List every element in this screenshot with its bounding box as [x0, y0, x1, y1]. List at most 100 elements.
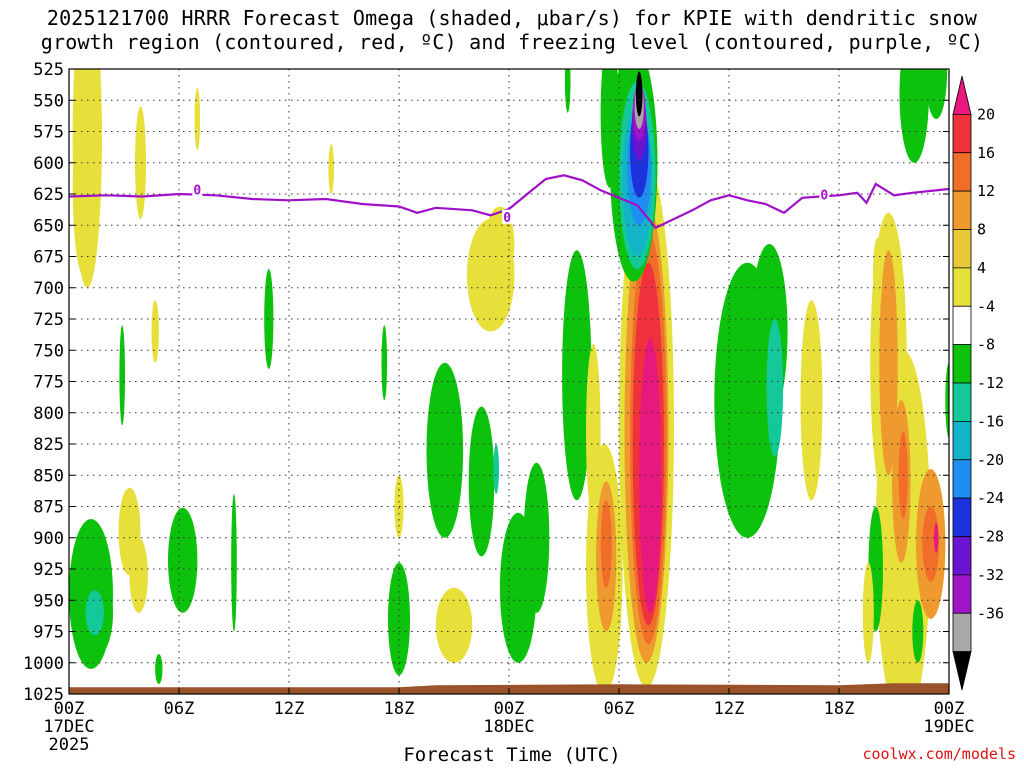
colorbar-label: -24: [977, 489, 1004, 507]
freezing-level-label: 0: [820, 188, 828, 203]
x-tick-year: 2025: [49, 735, 90, 755]
omega-blob: [135, 106, 146, 220]
omega-blob: [899, 69, 929, 163]
x-tick-label: 18Z: [384, 699, 415, 719]
x-tick-label: 00Z: [934, 699, 965, 719]
omega-blob: [934, 522, 939, 553]
colorbar-label: -36: [977, 604, 1004, 622]
x-tick-date: 18DEC: [483, 717, 534, 737]
x-tick-label: 00Z: [494, 699, 525, 719]
omega-blob: [879, 250, 898, 476]
chart-title-line1: 2025121700 HRRR Forecast Omega (shaded, …: [46, 6, 978, 30]
y-tick-label: 600: [33, 154, 64, 174]
omega-blob: [381, 325, 388, 401]
colorbar-swatch: [952, 344, 972, 384]
x-tick-label: 12Z: [714, 699, 745, 719]
omega-blob: [922, 506, 939, 582]
x-tick-label: 06Z: [604, 699, 635, 719]
omega-blob: [925, 69, 948, 119]
colorbar-swatch: [952, 190, 972, 230]
omega-blob: [639, 337, 662, 613]
omega-blob: [635, 71, 643, 117]
colorbar-label: -32: [977, 566, 1004, 584]
omega-blob: [468, 406, 495, 557]
omega-blob: [151, 300, 159, 363]
colorbar-label: -4: [977, 297, 995, 315]
omega-blob: [493, 444, 500, 494]
x-tick-label: 06Z: [164, 699, 195, 719]
colorbar-swatch: [952, 75, 972, 115]
freezing-level-label-bg: [819, 187, 830, 202]
y-tick-label: 1025: [23, 685, 64, 705]
omega-blob: [435, 587, 473, 663]
y-tick-label: 1000: [23, 654, 64, 674]
y-tick-label: 900: [33, 529, 64, 549]
y-tick-label: 850: [33, 466, 64, 486]
grid-lines: [69, 68, 949, 695]
y-tick-label: 625: [33, 185, 64, 205]
omega-blob: [766, 319, 784, 457]
omega-blob: [119, 325, 125, 426]
colorbar-label: -8: [977, 336, 995, 354]
omega-blob: [129, 537, 148, 613]
x-tick-date: 19DEC: [923, 717, 974, 737]
y-tick-label: 725: [33, 310, 64, 330]
y-tick-label: 800: [33, 404, 64, 424]
omega-blob: [562, 250, 592, 501]
freezing-level-label-bg: [192, 182, 203, 197]
y-tick-label: 700: [33, 279, 64, 299]
omega-shading: [69, 69, 949, 694]
y-tick-label: 825: [33, 435, 64, 455]
y-tick-label: 925: [33, 560, 64, 580]
colorbar-label: -28: [977, 528, 1004, 546]
y-tick-label: 875: [33, 498, 64, 518]
site-credit[interactable]: coolwx.com/models: [862, 745, 1016, 763]
omega-blob: [168, 507, 198, 613]
colorbar-label: 4: [977, 259, 986, 277]
y-tick-label: 650: [33, 216, 64, 236]
omega-blob: [564, 69, 571, 113]
omega-blob: [912, 600, 924, 663]
freezing-level-label: 0: [193, 183, 201, 198]
colorbar-swatch: [952, 574, 972, 614]
y-tick-label: 775: [33, 373, 64, 393]
omega-blob: [72, 100, 95, 276]
omega-blob: [426, 362, 464, 538]
omega-blob: [155, 654, 163, 684]
x-tick-date: 17DEC: [43, 717, 94, 737]
colorbar-swatch: [952, 152, 972, 192]
colorbar-swatch: [952, 497, 972, 537]
omega-blob: [862, 562, 874, 663]
omega-blob: [800, 300, 823, 501]
x-tick-label: 00Z: [54, 699, 85, 719]
omega-blob: [388, 562, 410, 676]
y-tick-label: 575: [33, 123, 64, 143]
y-tick-label: 675: [33, 248, 64, 268]
y-tick-label: 975: [33, 623, 64, 643]
omega-blob: [872, 237, 883, 313]
y-tick-label: 550: [33, 91, 64, 111]
colorbar-swatch: [952, 382, 972, 422]
colorbar-label: 8: [977, 221, 986, 239]
colorbar-swatch: [952, 267, 972, 307]
colorbar-swatch: [952, 229, 972, 269]
colorbar-swatch: [952, 651, 972, 691]
colorbar: 20 16 12 8 4 -4 -8 -12 -16 -20 -24 -28 -32 -36: [952, 75, 1004, 691]
colorbar-swatch: [952, 612, 972, 653]
colorbar-swatch: [952, 420, 972, 461]
y-tick-label: 525: [33, 60, 64, 80]
omega-blob: [523, 462, 550, 613]
omega-blob: [600, 500, 612, 588]
omega-blob: [85, 590, 104, 636]
colorbar-label: -20: [977, 451, 1004, 469]
omega-blob: [194, 87, 201, 151]
chart-title-line2: growth region (contoured, red, ºC) and f…: [40, 30, 984, 54]
freezing-level-line: [69, 174, 949, 230]
colorbar-label: -12: [977, 374, 1004, 392]
x-tick-label: 18Z: [824, 699, 855, 719]
freezing-level-label: 0: [503, 211, 511, 226]
y-axis: 525 550 575 600 625 650 675 700 725 750 775 800 825 8…: [23, 60, 949, 705]
omega-blob: [328, 144, 335, 194]
